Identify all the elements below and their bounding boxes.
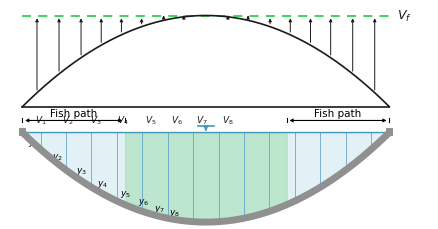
Text: $y_1$: $y_1$ bbox=[28, 138, 39, 149]
Text: Fish path: Fish path bbox=[50, 108, 97, 118]
Text: $y_5$: $y_5$ bbox=[120, 188, 131, 199]
Text: $V_6$: $V_6$ bbox=[170, 114, 183, 126]
Text: $V_2$: $V_2$ bbox=[63, 114, 74, 126]
Text: $V_3$: $V_3$ bbox=[90, 114, 102, 126]
Text: $y_8$: $y_8$ bbox=[169, 207, 180, 218]
Text: $y_4$: $y_4$ bbox=[98, 178, 109, 189]
Text: $V_8$: $V_8$ bbox=[222, 114, 234, 126]
Text: $V_5$: $V_5$ bbox=[145, 114, 157, 126]
Text: $y_6$: $y_6$ bbox=[138, 196, 149, 207]
Text: $y_3$: $y_3$ bbox=[75, 165, 87, 176]
Text: $V_7$: $V_7$ bbox=[196, 114, 208, 126]
Text: $y_2$: $y_2$ bbox=[52, 151, 63, 162]
Text: $\mathit{V_f}$: $\mathit{V_f}$ bbox=[397, 9, 411, 24]
Text: $V_1$: $V_1$ bbox=[35, 114, 46, 126]
Text: Fish path: Fish path bbox=[314, 108, 362, 118]
Text: $y_7$: $y_7$ bbox=[155, 203, 166, 214]
Text: $V_4$: $V_4$ bbox=[117, 114, 129, 126]
